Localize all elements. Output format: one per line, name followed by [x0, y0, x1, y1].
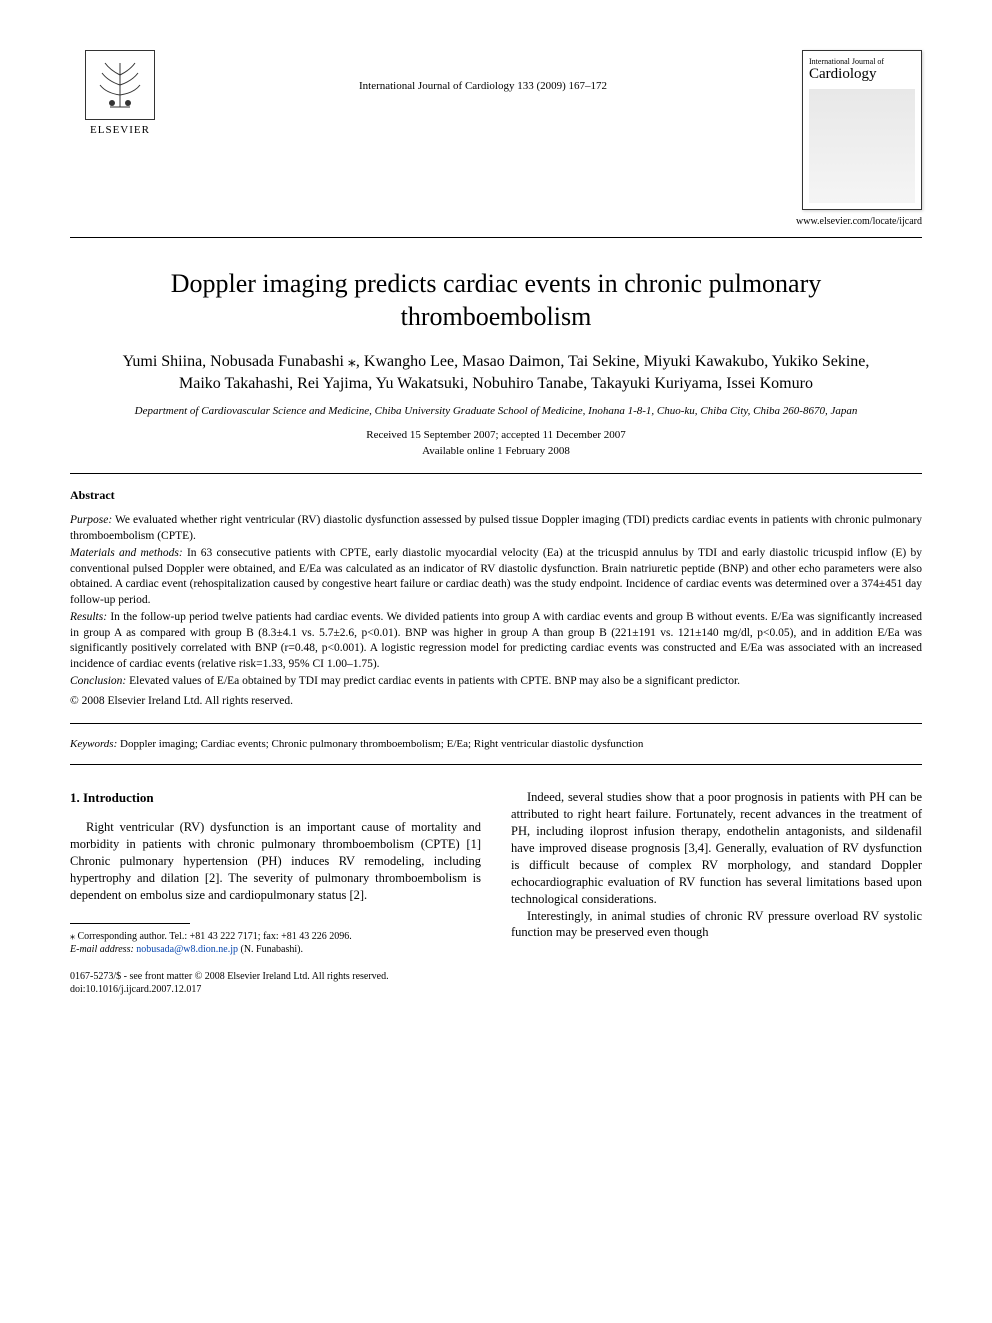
abstract-results-label: Results: [70, 611, 107, 623]
article-dates: Received 15 September 2007; accepted 11 … [70, 428, 922, 459]
journal-url: www.elsevier.com/locate/ijcard [796, 216, 922, 227]
author-list: Yumi Shiina, Nobusada Funabashi ⁎, Kwang… [110, 351, 882, 394]
keywords-label: Keywords: [70, 738, 117, 750]
abstract-top-rule [70, 473, 922, 474]
affiliation: Department of Cardiovascular Science and… [130, 404, 862, 418]
journal-cover-title: Cardiology [809, 66, 915, 83]
journal-cover-supertitle: International Journal of [809, 57, 915, 66]
intro-para-1: Right ventricular (RV) dysfunction is an… [70, 819, 481, 903]
paper-title: Doppler imaging predicts cardiac events … [150, 268, 842, 333]
corr-author-line: ⁎ Corresponding author. Tel.: +81 43 222… [70, 930, 481, 943]
front-matter-line: 0167-5273/$ - see front matter © 2008 El… [70, 971, 389, 982]
abstract-methods-text: In 63 consecutive patients with CPTE, ea… [70, 547, 922, 606]
corr-email[interactable]: nobusada@w8.dion.ne.jp [136, 944, 238, 955]
abstract-conclusion-label: Conclusion: [70, 675, 126, 687]
online-date: Available online 1 February 2008 [422, 445, 570, 457]
abstract-purpose: Purpose: We evaluated whether right vent… [70, 513, 922, 544]
abstract-heading: Abstract [70, 488, 922, 503]
intro-para-3: Interestingly, in animal studies of chro… [511, 908, 922, 942]
abstract-results-text: In the follow-up period twelve patients … [70, 611, 922, 670]
publisher-name: ELSEVIER [90, 124, 150, 136]
elsevier-tree-icon [85, 50, 155, 120]
abstract-methods: Materials and methods: In 63 consecutive… [70, 546, 922, 608]
journal-cover-thumbnail: International Journal of Cardiology [802, 50, 922, 210]
journal-cover-block: International Journal of Cardiology www.… [796, 50, 922, 227]
keywords-bottom-rule [70, 764, 922, 765]
footnote-separator [70, 923, 190, 924]
corresponding-author-footnote: ⁎ Corresponding author. Tel.: +81 43 222… [70, 930, 481, 956]
abstract-conclusion-text: Elevated values of E/Ea obtained by TDI … [126, 675, 740, 687]
corr-email-who: (N. Funabashi). [238, 944, 303, 955]
keywords-top-rule [70, 723, 922, 724]
doi-footer: 0167-5273/$ - see front matter © 2008 El… [70, 970, 922, 996]
abstract-body: Purpose: We evaluated whether right vent… [70, 513, 922, 709]
email-label: E-mail address: [70, 944, 134, 955]
abstract-purpose-text: We evaluated whether right ventricular (… [70, 514, 922, 542]
abstract-purpose-label: Purpose: [70, 514, 112, 526]
keywords-text: Doppler imaging; Cardiac events; Chronic… [117, 738, 643, 750]
header-rule [70, 237, 922, 238]
abstract-conclusion: Conclusion: Elevated values of E/Ea obta… [70, 674, 922, 690]
received-accepted-date: Received 15 September 2007; accepted 11 … [366, 429, 626, 441]
abstract-methods-label: Materials and methods: [70, 547, 183, 559]
right-column: Indeed, several studies show that a poor… [511, 789, 922, 956]
journal-reference: International Journal of Cardiology 133 … [170, 50, 796, 92]
journal-header: ELSEVIER International Journal of Cardio… [70, 50, 922, 227]
corr-email-line: E-mail address: nobusada@w8.dion.ne.jp (… [70, 943, 481, 956]
left-column: 1. Introduction Right ventricular (RV) d… [70, 789, 481, 956]
abstract-copyright: © 2008 Elsevier Ireland Ltd. All rights … [70, 694, 922, 710]
intro-heading: 1. Introduction [70, 789, 481, 807]
publisher-logo: ELSEVIER [70, 50, 170, 136]
journal-cover-art [809, 89, 915, 203]
body-columns: 1. Introduction Right ventricular (RV) d… [70, 789, 922, 956]
keywords-line: Keywords: Doppler imaging; Cardiac event… [70, 738, 922, 750]
doi-line: doi:10.1016/j.ijcard.2007.12.017 [70, 984, 201, 995]
abstract-results: Results: In the follow-up period twelve … [70, 610, 922, 672]
intro-para-2: Indeed, several studies show that a poor… [511, 789, 922, 907]
